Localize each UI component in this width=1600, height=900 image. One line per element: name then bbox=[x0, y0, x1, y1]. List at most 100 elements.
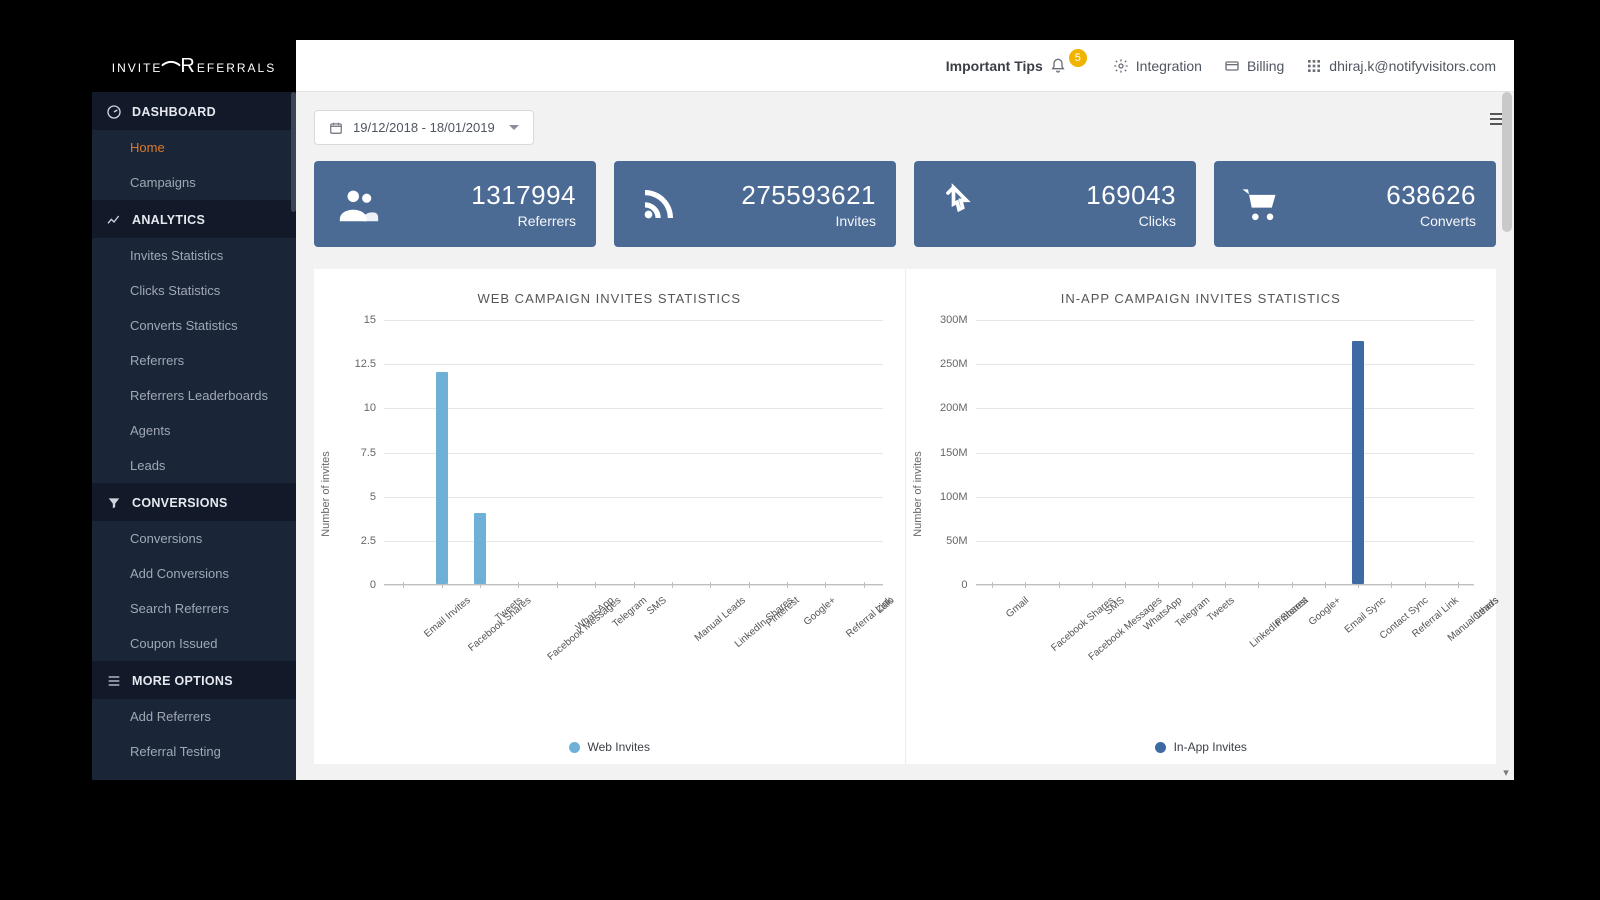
web-chart-legend: Web Invites bbox=[326, 740, 893, 754]
card-clicks-value: 169043 bbox=[1086, 180, 1176, 211]
integration-link[interactable]: Integration bbox=[1113, 58, 1202, 74]
section-analytics: ANALYTICS bbox=[92, 200, 296, 238]
y-tick-label: 5 bbox=[370, 491, 376, 503]
y-tick-label: 250M bbox=[940, 358, 968, 370]
sidebar-item-conversions[interactable]: Conversions bbox=[92, 521, 296, 556]
y-tick-label: 7.5 bbox=[361, 447, 376, 459]
content: 19/12/2018 - 18/01/2019 1317994 Referrer… bbox=[296, 92, 1514, 780]
x-tick bbox=[1192, 582, 1193, 588]
topbar: Important Tips 5 Integration bbox=[296, 40, 1514, 92]
section-dashboard: DASHBOARD bbox=[92, 92, 296, 130]
chart-panels: WEB CAMPAIGN INVITES STATISTICS Number o… bbox=[314, 269, 1496, 764]
list-icon bbox=[106, 673, 122, 689]
funnel-icon bbox=[106, 495, 122, 511]
rss-icon bbox=[630, 175, 688, 233]
x-tick bbox=[992, 582, 993, 588]
section-analytics-label: ANALYTICS bbox=[132, 213, 205, 227]
card-invites-value: 275593621 bbox=[741, 180, 876, 211]
x-tick bbox=[634, 582, 635, 588]
gridline bbox=[976, 497, 1475, 498]
analytics-icon bbox=[106, 212, 122, 228]
card-referrers-value: 1317994 bbox=[471, 180, 576, 211]
sidebar-item-converts-statistics[interactable]: Converts Statistics bbox=[92, 308, 296, 343]
gridline bbox=[384, 364, 883, 365]
sidebar-item-agents[interactable]: Agents bbox=[92, 413, 296, 448]
gear-icon bbox=[1113, 58, 1129, 74]
gridline bbox=[976, 320, 1475, 321]
legend-dot-icon bbox=[1155, 742, 1166, 753]
brand-left: INVITE bbox=[112, 61, 163, 75]
card-icon bbox=[1224, 58, 1240, 74]
sidebar-item-referrers[interactable]: Referrers bbox=[92, 343, 296, 378]
x-label: Email Invites bbox=[422, 595, 472, 640]
inapp-chart-title: IN-APP CAMPAIGN INVITES STATISTICS bbox=[918, 291, 1485, 306]
bell-icon bbox=[1050, 58, 1066, 74]
panel-web-invites: WEB CAMPAIGN INVITES STATISTICS Number o… bbox=[314, 269, 906, 764]
user-menu[interactable]: dhiraj.k@notifyvisitors.com bbox=[1306, 58, 1496, 74]
sidebar-item-search-referrers[interactable]: Search Referrers bbox=[92, 591, 296, 626]
sidebar-item-add-conversions[interactable]: Add Conversions bbox=[92, 556, 296, 591]
x-label: Tweets bbox=[1205, 595, 1236, 624]
section-dashboard-label: DASHBOARD bbox=[132, 105, 216, 119]
card-converts[interactable]: 638626 Converts bbox=[1214, 161, 1496, 247]
card-invites[interactable]: 275593621 Invites bbox=[614, 161, 896, 247]
sidebar-item-clicks-statistics[interactable]: Clicks Statistics bbox=[92, 273, 296, 308]
gridline bbox=[384, 497, 883, 498]
y-tick-label: 50M bbox=[946, 535, 967, 547]
sidebar-item-home[interactable]: Home bbox=[92, 130, 296, 165]
gridline bbox=[976, 408, 1475, 409]
x-tick bbox=[1059, 582, 1060, 588]
x-tick bbox=[1258, 582, 1259, 588]
billing-link[interactable]: Billing bbox=[1224, 58, 1284, 74]
page-scrollbar[interactable]: ▾ bbox=[1500, 92, 1512, 780]
x-tick bbox=[749, 582, 750, 588]
y-tick-label: 300M bbox=[940, 314, 968, 326]
gridline bbox=[384, 408, 883, 409]
sidebar-item-referral-testing[interactable]: Referral Testing bbox=[92, 734, 296, 769]
x-tick bbox=[864, 582, 865, 588]
sidebar-item-leads[interactable]: Leads bbox=[92, 448, 296, 483]
x-tick bbox=[1292, 582, 1293, 588]
gridline bbox=[976, 364, 1475, 365]
sidebar-item-campaigns[interactable]: Campaigns bbox=[92, 165, 296, 200]
bar bbox=[1352, 341, 1364, 584]
x-label: Pinterest bbox=[1273, 595, 1310, 629]
x-tick bbox=[1025, 582, 1026, 588]
sidebar-item-invites-statistics[interactable]: Invites Statistics bbox=[92, 238, 296, 273]
x-tick bbox=[1125, 582, 1126, 588]
brand-logo: INVITE R EFERRALS bbox=[92, 40, 296, 92]
card-clicks[interactable]: 169043 Clicks bbox=[914, 161, 1196, 247]
bar bbox=[474, 513, 486, 584]
date-range-picker[interactable]: 19/12/2018 - 18/01/2019 bbox=[314, 110, 534, 145]
gridline bbox=[384, 320, 883, 321]
sidebar-item-referrers-leaderboards[interactable]: Referrers Leaderboards bbox=[92, 378, 296, 413]
gridline bbox=[384, 453, 883, 454]
pointer-icon bbox=[930, 175, 988, 233]
scroll-down-icon[interactable]: ▾ bbox=[1500, 766, 1512, 778]
important-tips[interactable]: Important Tips 5 bbox=[946, 57, 1091, 75]
wifi-icon bbox=[164, 58, 178, 72]
y-tick-label: 10 bbox=[364, 402, 376, 414]
sidebar-item-add-referrers[interactable]: Add Referrers bbox=[92, 699, 296, 734]
important-tips-label: Important Tips bbox=[946, 58, 1043, 74]
y-tick-label: 12.5 bbox=[355, 358, 376, 370]
card-converts-label: Converts bbox=[1386, 213, 1476, 229]
dashboard-icon bbox=[106, 104, 122, 120]
gridline bbox=[384, 541, 883, 542]
gridline bbox=[976, 541, 1475, 542]
x-tick bbox=[825, 582, 826, 588]
sidebar-item-coupon-issued[interactable]: Coupon Issued bbox=[92, 626, 296, 661]
y-tick-label: 100M bbox=[940, 491, 968, 503]
web-chart: Number of invites 02.557.51012.515Email … bbox=[332, 314, 887, 674]
card-referrers[interactable]: 1317994 Referrers bbox=[314, 161, 596, 247]
tips-badge: 5 bbox=[1069, 49, 1087, 67]
inapp-chart: Number of invites 050M100M150M200M250M30… bbox=[924, 314, 1479, 674]
section-more-label: MORE OPTIONS bbox=[132, 674, 233, 688]
section-conversions-label: CONVERSIONS bbox=[132, 496, 228, 510]
card-converts-value: 638626 bbox=[1386, 180, 1476, 211]
x-tick bbox=[1225, 582, 1226, 588]
y-tick-label: 2.5 bbox=[361, 535, 376, 547]
x-tick bbox=[672, 582, 673, 588]
calendar-icon bbox=[329, 121, 343, 135]
x-tick bbox=[1158, 582, 1159, 588]
